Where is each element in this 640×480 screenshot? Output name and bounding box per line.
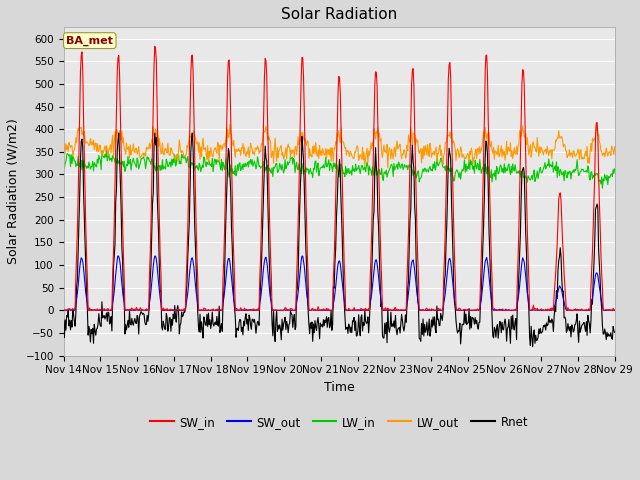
- LW_in: [611, 166, 618, 172]
- Line: LW_in: LW_in: [63, 149, 614, 188]
- Rnet: [212, 322, 220, 328]
- Rnet: [127, 322, 135, 328]
- Rnet: [60, 316, 67, 322]
- LW_in: [60, 157, 67, 163]
- SW_in: [151, 44, 159, 49]
- SW_out: [114, 253, 122, 259]
- LW_in: [212, 162, 220, 168]
- Rnet: [407, 206, 415, 212]
- SW_out: [183, 296, 191, 301]
- LW_in: [127, 167, 135, 173]
- Rnet: [183, 280, 191, 286]
- LW_out: [211, 145, 219, 151]
- LW_out: [408, 133, 415, 139]
- LW_out: [226, 121, 234, 127]
- Line: LW_out: LW_out: [63, 124, 614, 168]
- SW_in: [611, 307, 618, 313]
- Rnet: [423, 319, 431, 325]
- SW_out: [212, 308, 220, 313]
- SW_out: [70, 307, 77, 313]
- SW_out: [611, 308, 618, 313]
- Rnet: [529, 344, 536, 349]
- Title: Solar Radiation: Solar Radiation: [281, 7, 397, 22]
- Line: Rnet: Rnet: [63, 133, 614, 347]
- LW_out: [182, 151, 190, 157]
- Text: BA_met: BA_met: [67, 36, 113, 46]
- Line: SW_in: SW_in: [63, 47, 614, 311]
- LW_in: [407, 165, 415, 171]
- SW_out: [60, 308, 67, 313]
- SW_out: [127, 308, 135, 313]
- LW_in: [423, 167, 431, 172]
- X-axis label: Time: Time: [324, 381, 355, 394]
- LW_out: [384, 165, 392, 171]
- LW_out: [60, 147, 67, 153]
- LW_in: [183, 156, 191, 162]
- Y-axis label: Solar Radiation (W/m2): Solar Radiation (W/m2): [7, 119, 20, 264]
- SW_in: [407, 123, 415, 129]
- LW_in: [70, 155, 77, 161]
- SW_out: [423, 308, 431, 313]
- Legend: SW_in, SW_out, LW_in, LW_out, Rnet: SW_in, SW_out, LW_in, LW_out, Rnet: [145, 411, 533, 433]
- LW_in: [102, 146, 110, 152]
- SW_in: [60, 308, 67, 313]
- LW_out: [70, 149, 77, 155]
- SW_in: [70, 307, 77, 312]
- SW_in: [212, 307, 220, 312]
- SW_in: [423, 305, 431, 311]
- Rnet: [115, 130, 123, 136]
- Line: SW_out: SW_out: [63, 256, 614, 311]
- LW_out: [611, 144, 618, 150]
- SW_out: [407, 266, 415, 272]
- LW_out: [424, 142, 431, 147]
- Rnet: [611, 329, 618, 335]
- SW_in: [183, 254, 191, 260]
- Rnet: [70, 312, 77, 317]
- LW_in: [598, 185, 606, 191]
- LW_out: [127, 142, 134, 148]
- SW_in: [127, 307, 134, 312]
